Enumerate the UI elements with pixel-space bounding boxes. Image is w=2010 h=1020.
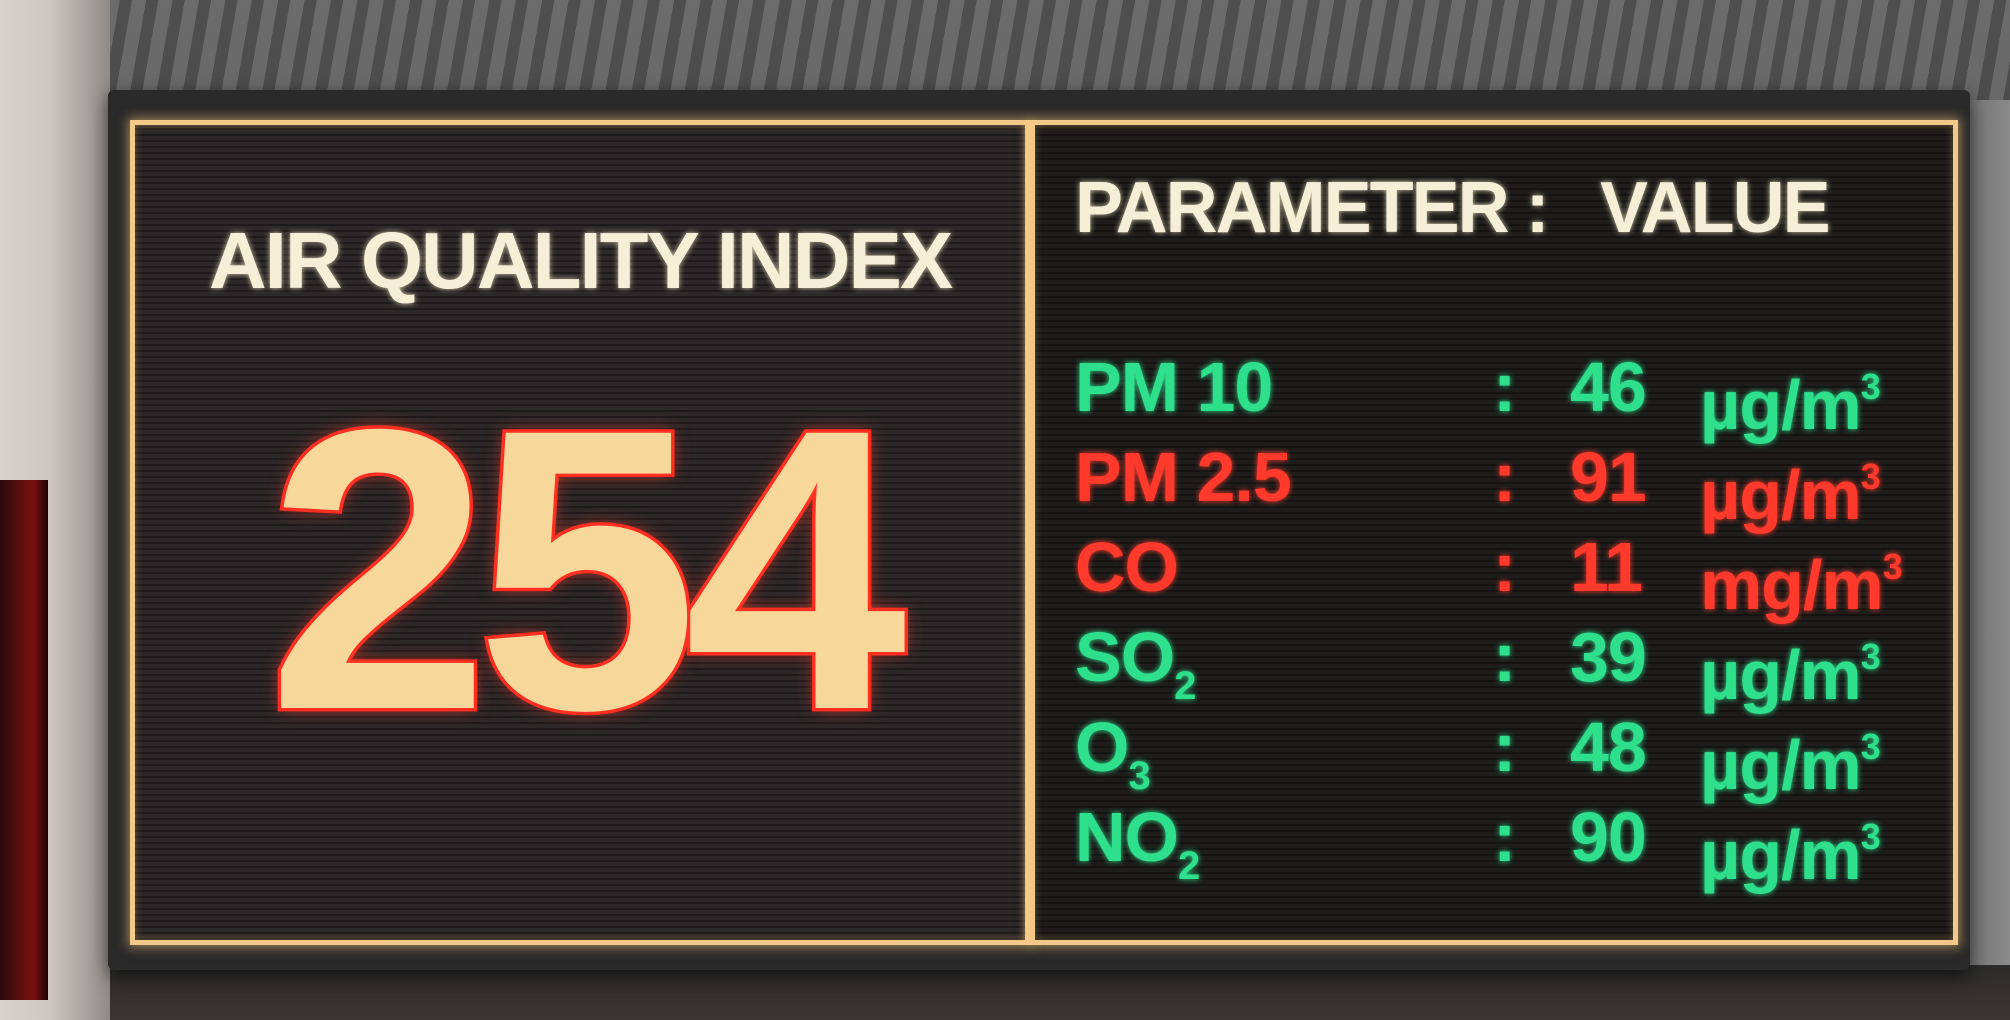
parameter-name-text: PM 2.5 bbox=[1075, 438, 1292, 516]
parameter-name-text: NO bbox=[1075, 798, 1179, 876]
parameter-value: 39 bbox=[1570, 618, 1647, 696]
unit-text: µg/m bbox=[1700, 636, 1862, 714]
parameter-value: 11 bbox=[1570, 528, 1643, 606]
parameter-row: PM 10 : 46 µg/m3 bbox=[1035, 343, 1953, 444]
unit-superscript: 3 bbox=[1860, 636, 1881, 677]
parameter-subscript: 2 bbox=[1174, 664, 1196, 708]
parameter-row: CO : 11 mg/m3 bbox=[1035, 523, 1953, 624]
separator-colon: : bbox=[1493, 618, 1516, 696]
parameter-name: O3 bbox=[1075, 703, 1151, 820]
parameter-value: 46 bbox=[1570, 348, 1647, 426]
parameter-unit: µg/m3 bbox=[1700, 613, 1881, 719]
parameter-name: PM 10 bbox=[1075, 343, 1273, 460]
parameter-name: PM 2.5 bbox=[1075, 433, 1292, 550]
parameter-unit: µg/m3 bbox=[1700, 343, 1881, 449]
unit-superscript: 3 bbox=[1860, 726, 1881, 767]
parameter-subscript: 3 bbox=[1128, 754, 1150, 798]
unit-superscript: 3 bbox=[1860, 816, 1881, 857]
parameter-value: 90 bbox=[1570, 798, 1647, 876]
unit-text: µg/m bbox=[1700, 816, 1862, 894]
separator-colon: : bbox=[1493, 438, 1516, 516]
unit-superscript: 3 bbox=[1882, 546, 1903, 587]
parameter-header: PARAMETER : bbox=[1075, 168, 1550, 248]
value-header: VALUE bbox=[1600, 168, 1831, 248]
parameter-name: NO2 bbox=[1075, 793, 1200, 910]
parameter-name-text: O bbox=[1075, 708, 1129, 786]
separator-colon: : bbox=[1493, 708, 1516, 786]
unit-text: µg/m bbox=[1700, 726, 1862, 804]
unit-text: µg/m bbox=[1700, 366, 1862, 444]
parameter-value: 48 bbox=[1570, 708, 1647, 786]
aqi-title: AIR QUALITY INDEX bbox=[208, 216, 953, 305]
parameter-row: O3 : 48 µg/m3 bbox=[1035, 703, 1953, 804]
parameter-name-text: CO bbox=[1075, 528, 1179, 606]
parameter-name: CO bbox=[1075, 523, 1179, 640]
parameter-row: PM 2.5 : 91 µg/m3 bbox=[1035, 433, 1953, 534]
parameter-value: 91 bbox=[1570, 438, 1647, 516]
led-display-sign: AIR QUALITY INDEX 254 PARAMETER : VALUE … bbox=[108, 90, 1970, 970]
parameter-row: SO2 : 39 µg/m3 bbox=[1035, 613, 1953, 714]
separator-colon: : bbox=[1493, 528, 1516, 606]
unit-text: µg/m bbox=[1700, 456, 1862, 534]
parameter-subscript: 2 bbox=[1178, 844, 1200, 888]
parameter-row: NO2 : 90 µg/m3 bbox=[1035, 793, 1953, 894]
floor-background bbox=[110, 965, 2010, 1020]
parameter-unit: µg/m3 bbox=[1700, 793, 1881, 899]
parameters-panel: PARAMETER : VALUE PM 10 : 46 µg/m3 PM 2.… bbox=[1030, 120, 1958, 945]
separator-colon: : bbox=[1493, 348, 1516, 426]
separator-colon: : bbox=[1493, 798, 1516, 876]
unit-superscript: 3 bbox=[1860, 366, 1881, 407]
aqi-panel: AIR QUALITY INDEX 254 bbox=[130, 120, 1030, 945]
unit-superscript: 3 bbox=[1860, 456, 1881, 497]
parameter-unit: µg/m3 bbox=[1700, 703, 1881, 809]
unit-text: mg/m bbox=[1700, 546, 1884, 624]
parameter-unit: µg/m3 bbox=[1700, 433, 1881, 539]
parameter-name: SO2 bbox=[1075, 613, 1196, 730]
parameter-name-text: PM 10 bbox=[1075, 348, 1273, 426]
aqi-value: 254 bbox=[264, 346, 910, 793]
red-light-background bbox=[0, 480, 48, 1000]
parameter-name-text: SO bbox=[1075, 618, 1175, 696]
parameter-unit: mg/m3 bbox=[1700, 523, 1903, 629]
